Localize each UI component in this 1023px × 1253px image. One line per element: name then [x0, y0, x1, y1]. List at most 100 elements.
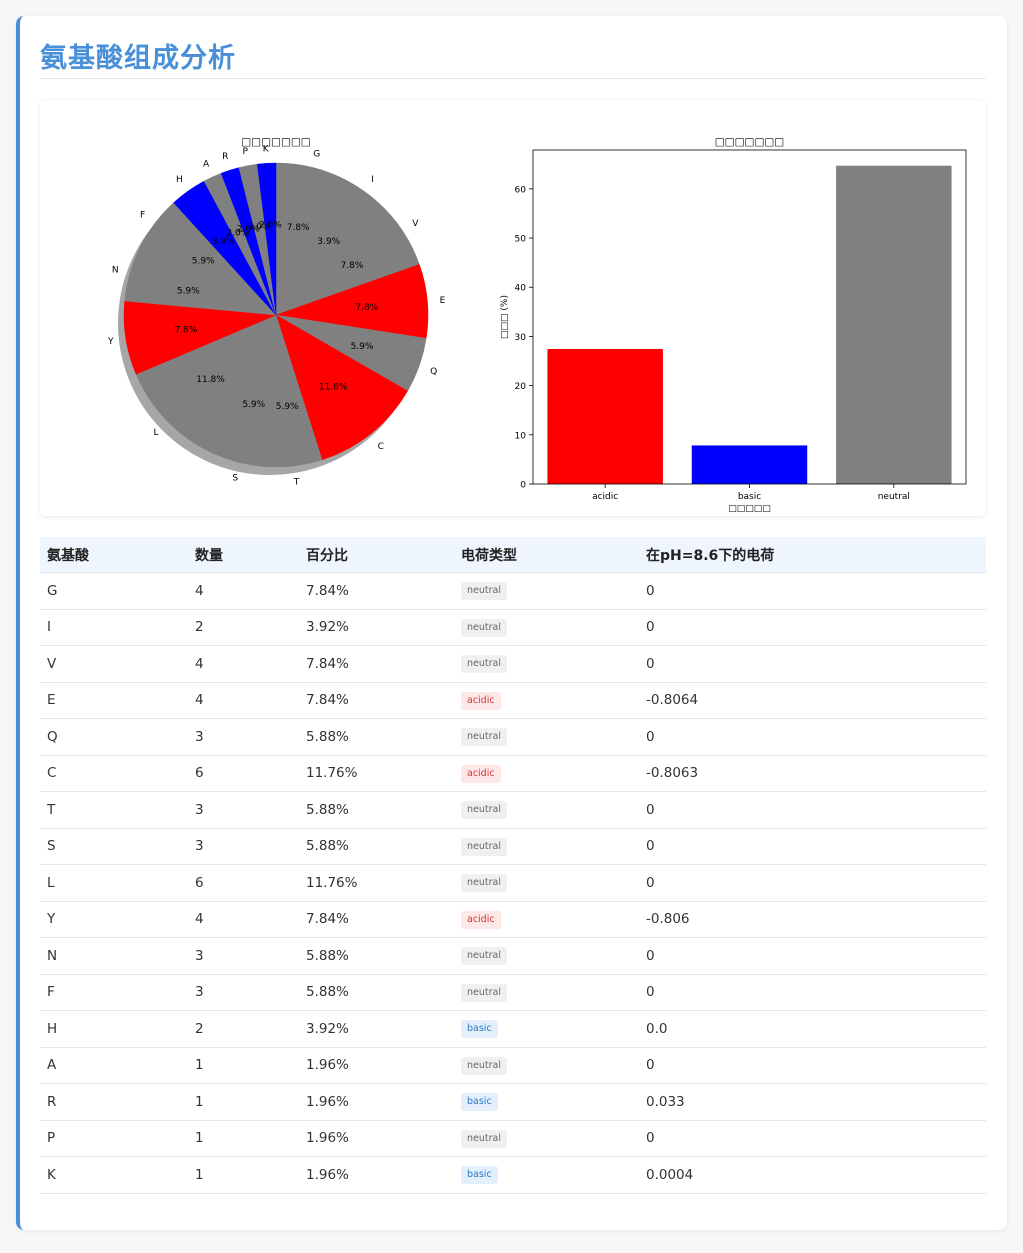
- pie-percent-label: 11.8%: [319, 383, 348, 393]
- charge-type-badge: neutral: [461, 728, 507, 747]
- table-row: A 1 1.96% neutral 0: [40, 1048, 986, 1084]
- cell-charge: 0: [646, 1130, 655, 1147]
- cell-count: 1: [195, 1130, 204, 1147]
- cell-percent: 5.88%: [306, 947, 349, 964]
- bar-basic: [691, 445, 808, 484]
- table-row: S 3 5.88% neutral 0: [40, 829, 986, 865]
- table-row: E 4 7.84% acidic -0.8064: [40, 683, 986, 719]
- bar-axes-frame: [532, 149, 967, 485]
- cell-count: 3: [195, 801, 204, 818]
- y-tick-label: 50: [515, 235, 527, 245]
- cell-count: 1: [195, 1057, 204, 1074]
- cell-percent: 5.88%: [306, 728, 349, 745]
- pie-category-label: I: [371, 175, 374, 185]
- y-tick-label: 20: [515, 382, 527, 392]
- table-row: Q 3 5.88% neutral 0: [40, 719, 986, 756]
- table-row: G 4 7.84% neutral 0: [40, 573, 986, 610]
- cell-percent: 7.84%: [306, 655, 349, 672]
- table-row: L 6 11.76% neutral 0: [40, 865, 986, 902]
- pie-category-label: A: [203, 160, 210, 170]
- pie-percent-label: 2.0%: [248, 222, 271, 232]
- cell-percent: 11.76%: [306, 874, 358, 891]
- pie-category-label: V: [412, 219, 419, 229]
- pie-category-label: E: [440, 296, 446, 306]
- cell-charge: 0.0004: [646, 1166, 694, 1183]
- cell-charge: 0: [646, 838, 655, 855]
- y-tick-label: 10: [515, 431, 527, 441]
- cell-count: 3: [195, 947, 204, 964]
- cell-amino-acid: N: [47, 947, 58, 964]
- cell-count: 6: [195, 765, 204, 782]
- cell-charge-type: neutral: [461, 727, 507, 747]
- pie-percent-label: 7.8%: [174, 325, 197, 335]
- charge-type-badge: neutral: [461, 874, 507, 893]
- bar-neutral: [836, 165, 952, 485]
- cell-charge-type: basic: [461, 1165, 498, 1185]
- table-body: G 4 7.84% neutral 0 I 2 3.92% neutral 0 V 4 7.84% neu…: [40, 573, 986, 1194]
- chart-figure: □□□□□□□ G 7.8% I 3.9% V 7.8% E 7.8% Q 5.9% C 11.8% T 5…: [40, 100, 986, 516]
- pie-percent-label: 5.9%: [276, 402, 299, 412]
- pie-percent-label: 2.0%: [259, 220, 282, 230]
- y-tick-label: 30: [515, 333, 527, 343]
- cell-amino-acid: Y: [47, 911, 56, 928]
- x-tick-label: acidic: [592, 492, 618, 502]
- cell-charge-type: neutral: [461, 946, 507, 966]
- cell-amino-acid: G: [47, 582, 58, 599]
- pie-title: □□□□□□□: [241, 136, 310, 148]
- charge-type-badge: neutral: [461, 801, 507, 820]
- charge-type-badge: basic: [461, 1166, 498, 1185]
- cell-count: 4: [195, 692, 204, 709]
- pie-slice-l: [135, 314, 277, 454]
- cell-charge-type: neutral: [461, 1129, 507, 1148]
- cell-amino-acid: S: [47, 838, 56, 855]
- header-charge-type: 电荷类型: [461, 547, 517, 564]
- pie-percent-label: 3.9%: [212, 237, 235, 247]
- y-tick-label: 60: [515, 185, 527, 195]
- cell-count: 4: [195, 582, 204, 599]
- cell-amino-acid: E: [47, 692, 56, 709]
- charge-type-badge: neutral: [461, 655, 507, 674]
- table-row: R 1 1.96% basic 0.033: [40, 1084, 986, 1121]
- cell-count: 3: [195, 728, 204, 745]
- pie-percent-label: 7.8%: [341, 261, 364, 271]
- charge-type-badge: neutral: [461, 947, 507, 966]
- table-row: F 3 5.88% neutral 0: [40, 975, 986, 1011]
- charge-type-badge: neutral: [461, 983, 507, 1002]
- table-row: V 4 7.84% neutral 0: [40, 646, 986, 683]
- cell-charge-type: basic: [461, 1019, 498, 1039]
- cell-percent: 3.92%: [306, 1020, 349, 1037]
- cell-percent: 7.84%: [306, 911, 349, 928]
- cell-count: 6: [195, 874, 204, 891]
- cell-percent: 11.76%: [306, 765, 358, 782]
- cell-charge-type: neutral: [461, 581, 507, 601]
- cell-charge: 0: [646, 874, 655, 891]
- cell-count: 4: [195, 911, 204, 928]
- charge-type-badge: neutral: [461, 582, 507, 601]
- cell-charge-type: neutral: [461, 654, 507, 674]
- x-tick-label: neutral: [878, 492, 910, 502]
- cell-amino-acid: C: [47, 765, 57, 782]
- charge-type-badge: neutral: [461, 1129, 507, 1148]
- cell-percent: 5.88%: [306, 801, 349, 818]
- table-row: N 3 5.88% neutral 0: [40, 938, 986, 975]
- y-axis-label: □□□ (%): [500, 295, 510, 339]
- pie-category-label: Y: [107, 337, 114, 347]
- y-tick-label: 0: [520, 481, 526, 491]
- table-header: 氨基酸 数量 百分比 电荷类型 在pH=8.6下的电荷: [40, 537, 986, 573]
- table-row: I 2 3.92% neutral 0: [40, 610, 986, 646]
- cell-amino-acid: V: [47, 655, 57, 672]
- composition-table: 氨基酸 数量 百分比 电荷类型 在pH=8.6下的电荷 G 4 7.84% neutr…: [40, 537, 986, 1194]
- cell-amino-acid: L: [47, 874, 55, 891]
- cell-amino-acid: A: [47, 1057, 57, 1074]
- title-divider: [40, 78, 986, 79]
- cell-charge: 0: [646, 947, 655, 964]
- cell-charge: 0: [646, 984, 655, 1001]
- pie-category-label: K: [263, 145, 270, 155]
- x-axis-label: □□□□□: [728, 504, 771, 514]
- charge-type-badge: basic: [461, 1093, 498, 1112]
- pie-category-label: R: [222, 152, 228, 162]
- cell-charge: 0: [646, 582, 655, 599]
- table-row: Y 4 7.84% acidic -0.806: [40, 902, 986, 938]
- cell-charge: 0: [646, 728, 655, 745]
- cell-percent: 7.84%: [306, 582, 349, 599]
